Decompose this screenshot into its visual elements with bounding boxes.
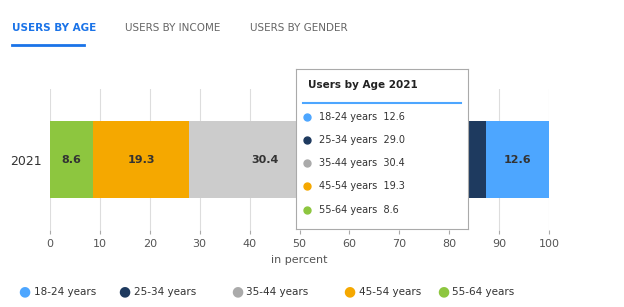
X-axis label: in percent: in percent xyxy=(271,255,328,265)
Text: 30.4: 30.4 xyxy=(251,155,279,165)
Text: ●: ● xyxy=(343,285,355,299)
Text: ●: ● xyxy=(19,285,31,299)
Text: USERS BY AGE: USERS BY AGE xyxy=(12,23,97,33)
Bar xyxy=(189,121,341,198)
Text: 25-34 years  29.0: 25-34 years 29.0 xyxy=(319,135,405,145)
Bar xyxy=(341,121,485,198)
Text: 19.3: 19.3 xyxy=(127,155,155,165)
Text: 35-44 years  30.4: 35-44 years 30.4 xyxy=(319,158,404,168)
Text: 25-34 years: 25-34 years xyxy=(134,287,197,297)
Bar xyxy=(93,121,189,198)
Text: 12.6: 12.6 xyxy=(504,155,531,165)
Text: 55-64 years  8.6: 55-64 years 8.6 xyxy=(319,204,399,215)
Text: USERS BY INCOME: USERS BY INCOME xyxy=(125,23,220,33)
Text: ●: ● xyxy=(119,285,130,299)
Text: ●: ● xyxy=(437,285,449,299)
Text: 35-44 years: 35-44 years xyxy=(246,287,309,297)
Text: 18-24 years: 18-24 years xyxy=(34,287,97,297)
Text: USERS BY GENDER: USERS BY GENDER xyxy=(250,23,347,33)
Text: 18-24 years  12.6: 18-24 years 12.6 xyxy=(319,112,404,122)
Text: Users by Age 2021: Users by Age 2021 xyxy=(308,80,418,90)
Text: 55-64 years: 55-64 years xyxy=(452,287,515,297)
Text: ●: ● xyxy=(231,285,243,299)
Text: 45-54 years  19.3: 45-54 years 19.3 xyxy=(319,181,404,191)
Text: 45-54 years: 45-54 years xyxy=(359,287,421,297)
Bar xyxy=(50,121,93,198)
Bar xyxy=(485,121,548,198)
Text: 8.6: 8.6 xyxy=(61,155,81,165)
